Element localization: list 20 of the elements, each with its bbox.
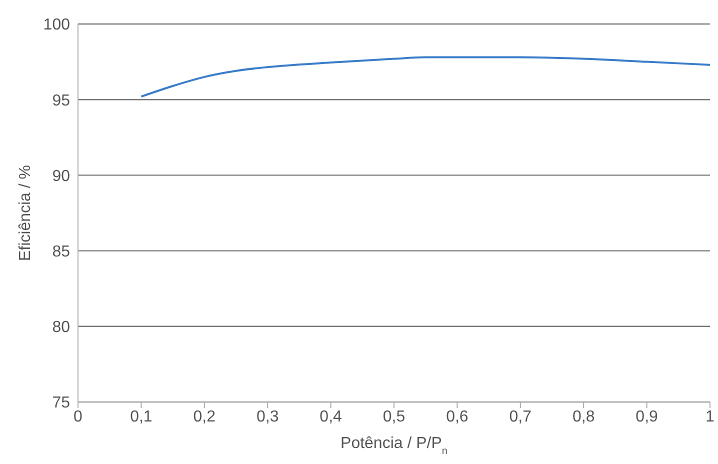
x-tick-label: 0,7 [509,408,532,426]
x-tick-label: 0,9 [636,408,658,426]
x-axis-title: Potência / P/P$_{n}$ [340,435,448,456]
y-tick-label: 100 [43,16,70,34]
x-tick-label: 0,2 [193,408,216,426]
x-tick-label: 0,5 [382,408,406,426]
x-tick-label: 1 [706,408,715,426]
x-tick-label: 0,4 [320,408,342,426]
y-axis-title: Eficiência / % [17,164,34,262]
x-tick-label: 0 [74,408,83,426]
y-tick-label: 75 [52,394,70,412]
line-series [140,56,710,98]
x-tick-label: 0,1 [130,408,152,426]
x-tick-label: 0,6 [446,408,468,426]
y-tick-label: 85 [52,243,70,260]
y-tick-label: 90 [52,168,70,185]
x-tick-label: 0,8 [572,408,595,426]
x-tick-label: 0,3 [256,408,279,426]
y-tick-label: 95 [52,92,70,110]
y-tick-label: 80 [52,319,70,336]
